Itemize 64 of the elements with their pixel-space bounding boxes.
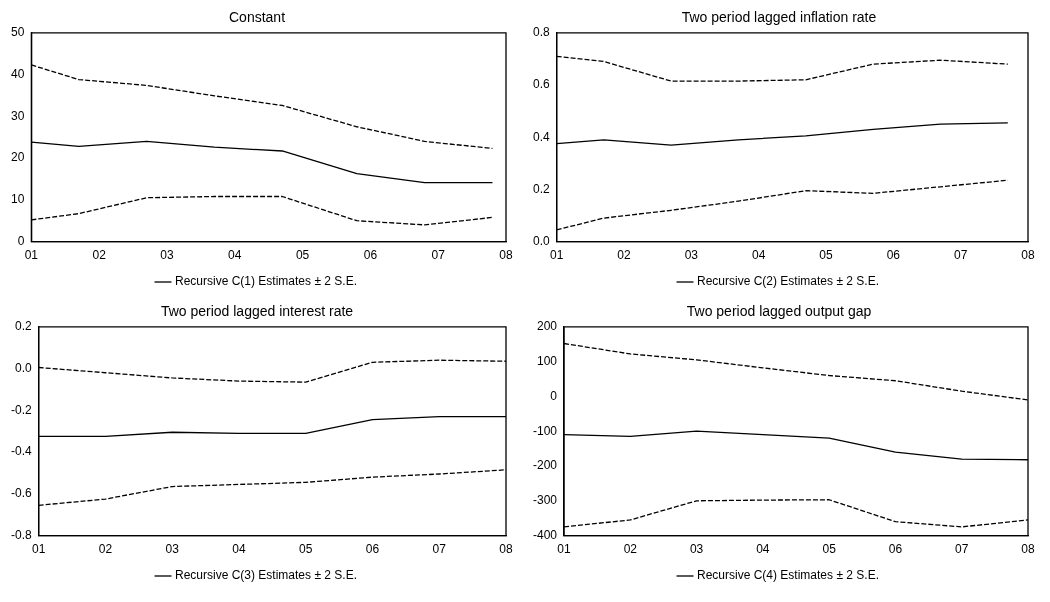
y-tick-label: 0 xyxy=(17,233,25,248)
y-tick-label: 200 xyxy=(536,319,558,334)
y-tick-label: 0.4 xyxy=(532,129,550,144)
y-tick-label: 10 xyxy=(10,192,25,207)
x-tick-label: 02 xyxy=(623,542,638,557)
x-tick-label: 03 xyxy=(165,542,180,557)
x-tick-label: 08 xyxy=(499,248,513,263)
x-tick-label: 04 xyxy=(752,248,766,263)
legend-label: Recursive C(1) Estimates ± 2 S.E. xyxy=(175,274,357,289)
x-tick-label: 02 xyxy=(98,542,113,557)
x-tick-label: 06 xyxy=(886,248,901,263)
y-tick-label: 0.2 xyxy=(532,181,550,196)
y-tick-label: -400 xyxy=(532,527,558,542)
x-tick-label: 01 xyxy=(32,542,46,557)
x-tick-label: 07 xyxy=(953,248,968,263)
y-tick-label: 0.0 xyxy=(14,360,32,375)
legend-label: Recursive C(4) Estimates ± 2 S.E. xyxy=(697,568,879,583)
y-tick-label: 20 xyxy=(10,150,25,165)
y-tick-label: 30 xyxy=(10,108,25,123)
legend-label: Recursive C(3) Estimates ± 2 S.E. xyxy=(175,568,357,583)
y-tick-label: -200 xyxy=(532,458,558,473)
x-tick-label: 05 xyxy=(299,542,313,557)
x-tick-label: 08 xyxy=(1021,542,1035,557)
y-tick-label: 0.0 xyxy=(532,233,550,248)
chart-title: Two period lagged output gap xyxy=(686,303,872,320)
y-tick-label: 0.2 xyxy=(14,319,32,334)
x-tick-label: 08 xyxy=(499,542,513,557)
y-tick-label: -300 xyxy=(532,493,558,508)
x-tick-label: 03 xyxy=(684,248,699,263)
x-tick-label: 03 xyxy=(689,542,704,557)
x-tick-label: 01 xyxy=(550,248,564,263)
x-tick-label: 02 xyxy=(92,248,107,263)
chart-title: Two period lagged interest rate xyxy=(160,303,354,320)
y-tick-label: -0.6 xyxy=(10,486,32,501)
chart-title: Two period lagged inflation rate xyxy=(681,9,877,26)
y-tick-label: -0.8 xyxy=(10,527,32,542)
x-tick-label: 01 xyxy=(24,248,39,263)
x-tick-label: 06 xyxy=(363,248,378,263)
y-tick-label: 0.8 xyxy=(532,25,550,40)
y-tick-label: 50 xyxy=(10,25,25,40)
x-tick-label: 03 xyxy=(160,248,174,263)
x-tick-label: 02 xyxy=(617,248,632,263)
x-tick-label: 06 xyxy=(888,542,903,557)
x-tick-label: 01 xyxy=(557,542,572,557)
y-tick-label: 0 xyxy=(550,388,558,403)
y-tick-label: 0.6 xyxy=(532,77,550,92)
chart-title: Constant xyxy=(228,9,286,26)
x-tick-label: 07 xyxy=(432,542,447,557)
legend-label: Recursive C(2) Estimates ± 2 S.E. xyxy=(697,274,879,289)
y-tick-label: -0.4 xyxy=(10,444,32,459)
x-tick-label: 08 xyxy=(1021,248,1035,263)
x-tick-label: 05 xyxy=(822,542,837,557)
y-tick-label: -0.2 xyxy=(10,402,32,417)
x-tick-label: 04 xyxy=(756,542,770,557)
x-tick-label: 06 xyxy=(365,542,380,557)
y-tick-label: -100 xyxy=(532,423,558,438)
x-tick-label: 04 xyxy=(232,542,246,557)
x-tick-label: 07 xyxy=(431,248,446,263)
y-tick-label: 40 xyxy=(10,66,25,81)
x-tick-label: 05 xyxy=(819,248,833,263)
x-tick-label: 07 xyxy=(955,542,969,557)
y-tick-label: 100 xyxy=(536,353,558,368)
x-tick-label: 05 xyxy=(295,248,310,263)
x-tick-label: 04 xyxy=(228,248,242,263)
